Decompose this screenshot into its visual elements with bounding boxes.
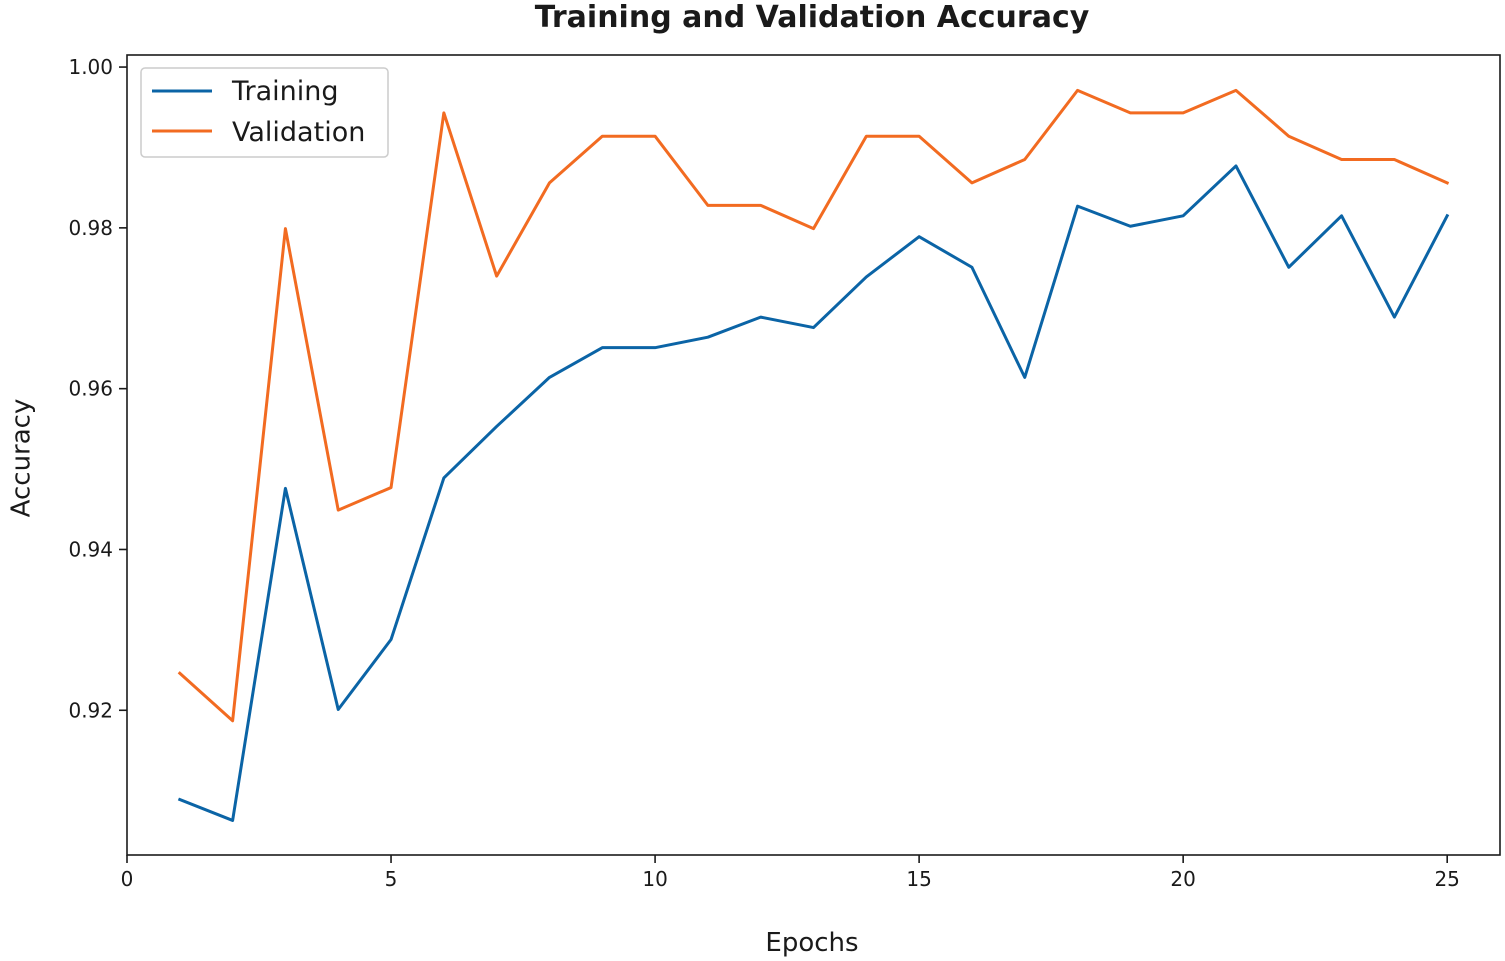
y-tick-label: 0.98 xyxy=(68,216,113,240)
plot-frame xyxy=(126,54,1501,856)
x-axis-label: Epochs xyxy=(765,928,858,958)
chart-title: Training and Validation Accuracy xyxy=(535,0,1090,35)
y-tick-label: 0.92 xyxy=(68,698,113,722)
legend-label-validation: Validation xyxy=(232,117,365,148)
y-axis-ticks: 0.92 0.94 0.96 0.98 1.00 xyxy=(68,55,127,722)
series-line-training xyxy=(177,164,1450,822)
y-tick-label: 0.96 xyxy=(68,377,113,401)
x-tick-label: 5 xyxy=(385,867,398,891)
legend: Training Validation xyxy=(140,67,389,158)
x-tick-label: 15 xyxy=(906,867,931,891)
x-tick-label: 20 xyxy=(1170,867,1195,891)
x-axis-ticks: 0 5 10 15 20 25 xyxy=(121,855,1460,891)
x-tick-label: 10 xyxy=(642,867,667,891)
x-tick-label: 25 xyxy=(1434,867,1459,891)
legend-label-training: Training xyxy=(231,76,339,107)
y-tick-label: 1.00 xyxy=(68,55,113,79)
y-axis-label: Accuracy xyxy=(7,399,37,518)
x-tick-label: 0 xyxy=(121,867,134,891)
series-line-validation xyxy=(177,88,1450,723)
series-lines xyxy=(177,88,1450,822)
y-tick-label: 0.94 xyxy=(68,537,113,561)
